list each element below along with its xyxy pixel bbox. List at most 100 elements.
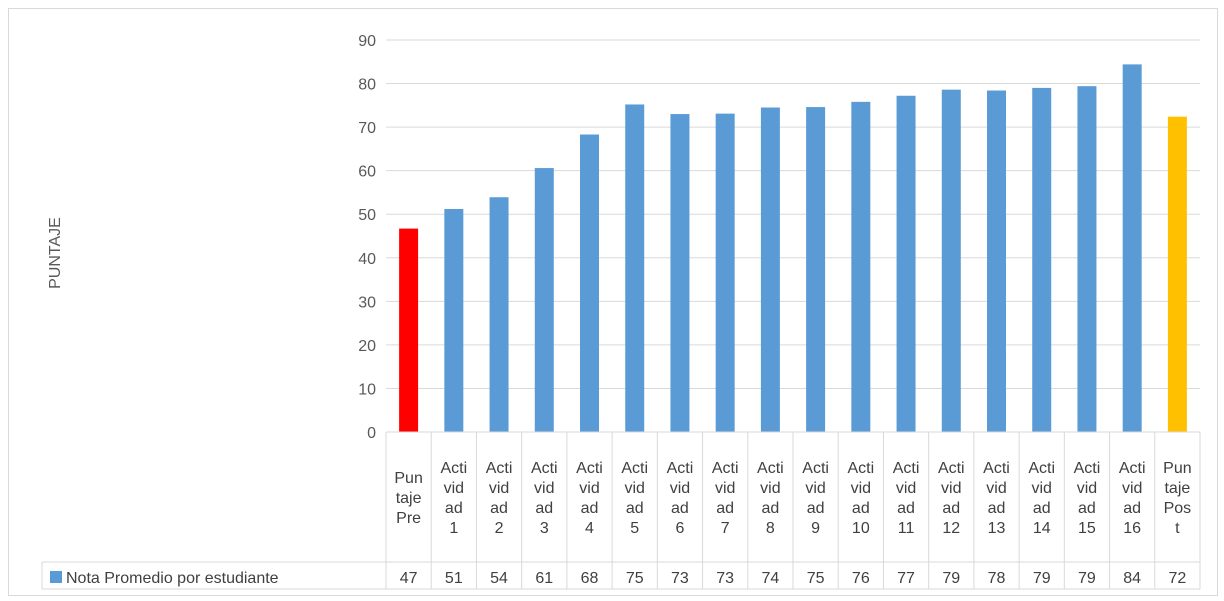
category-label: ad [1033, 500, 1051, 517]
category-label: ad [535, 500, 553, 517]
table-value: 79 [1078, 570, 1096, 587]
bar [1122, 64, 1142, 432]
category-label: ad [988, 500, 1006, 517]
category-label: 15 [1078, 520, 1096, 537]
category-label: 8 [766, 520, 775, 537]
category-label: 16 [1123, 520, 1141, 537]
category-label: vid [760, 480, 780, 497]
category-label: t [1175, 520, 1180, 537]
category-label: 4 [585, 520, 594, 537]
bar [444, 208, 464, 432]
table-value: 77 [897, 570, 915, 587]
category-label: 13 [988, 520, 1006, 537]
category-label: 5 [630, 520, 639, 537]
table-value: 84 [1123, 570, 1141, 587]
table-value: 74 [761, 570, 779, 587]
category-label: 14 [1033, 520, 1051, 537]
bar [987, 90, 1006, 432]
bar [580, 134, 599, 432]
y-tick-label: 80 [358, 77, 376, 94]
bar [1032, 87, 1052, 433]
bar [806, 107, 826, 432]
table-value: 73 [671, 570, 689, 587]
bar [941, 89, 961, 433]
y-tick-label: 20 [358, 338, 376, 355]
bar [670, 114, 690, 433]
category-label: ad [807, 500, 825, 517]
category-label: ad [445, 500, 463, 517]
bar [489, 197, 509, 432]
category-label: Acti [1028, 460, 1055, 477]
category-label: vid [941, 480, 961, 497]
table-value: 78 [988, 570, 1006, 587]
table-value: 79 [942, 570, 960, 587]
y-tick-label: 10 [358, 381, 376, 398]
category-label: Pre [396, 510, 421, 527]
category-label: Acti [440, 460, 467, 477]
y-tick-label: 50 [358, 207, 376, 224]
category-label: taje [396, 490, 422, 507]
table-value: 72 [1168, 570, 1186, 587]
chart-frame: PUNTAJE 0 10 20 30 40 50 60 70 80 90 Pun taje Pre Act… [8, 8, 1218, 596]
category-label: vid [1122, 480, 1142, 497]
category-label: ad [1078, 500, 1096, 517]
bar [760, 107, 780, 432]
category-label: 10 [852, 520, 870, 537]
category-label: ad [852, 500, 870, 517]
table-value: 68 [581, 570, 599, 587]
category-label: vid [670, 480, 690, 497]
category-label: vid [715, 480, 735, 497]
bar [715, 113, 735, 432]
category-label: vid [489, 480, 509, 497]
category-label: Pun [394, 470, 422, 487]
category-label: Acti [531, 460, 558, 477]
table-value: 51 [445, 570, 463, 587]
category-label: Acti [757, 460, 784, 477]
category-label: vid [986, 480, 1006, 497]
table-value: 61 [535, 570, 553, 587]
y-tick-label: 70 [358, 120, 376, 137]
category-label: Acti [1119, 460, 1146, 477]
category-label: 1 [449, 520, 458, 537]
category-label: Acti [1074, 460, 1101, 477]
category-label: 9 [811, 520, 820, 537]
category-label: Pos [1164, 500, 1192, 517]
category-label: 2 [495, 520, 504, 537]
category-label: ad [581, 500, 599, 517]
category-label: ad [897, 500, 915, 517]
category-label: Acti [576, 460, 603, 477]
category-label: Acti [486, 460, 513, 477]
category-label: Acti [621, 460, 648, 477]
category-label: ad [761, 500, 779, 517]
bar [1077, 86, 1097, 433]
category-label: Acti [893, 460, 920, 477]
category-label: 7 [721, 520, 730, 537]
y-tick-label: 40 [358, 251, 376, 268]
table-value: 75 [626, 570, 644, 587]
y-tick-label: 0 [367, 425, 376, 442]
category-label: vid [1077, 480, 1097, 497]
category-label: 3 [540, 520, 549, 537]
category-label: vid [444, 480, 464, 497]
category-label: Pun [1163, 460, 1191, 477]
bar-chart: 0 10 20 30 40 50 60 70 80 90 Pun taje Pre Acti vid ad 1 A… [41, 33, 1201, 590]
legend-series-name: Nota Promedio por estudiante [66, 570, 279, 587]
category-label: Acti [938, 460, 965, 477]
category-label: vid [851, 480, 871, 497]
bar [534, 168, 554, 432]
legend-swatch [50, 571, 62, 583]
category-label: ad [626, 500, 644, 517]
category-label: 12 [942, 520, 960, 537]
category-label: ad [942, 500, 960, 517]
table-value: 75 [807, 570, 825, 587]
table-value: 47 [400, 570, 418, 587]
table-value: 54 [490, 570, 508, 587]
y-tick-label: 60 [358, 164, 376, 181]
category-label: ad [490, 500, 508, 517]
bar [1167, 116, 1187, 432]
category-label: Acti [667, 460, 694, 477]
category-label: ad [1123, 500, 1141, 517]
category-label: vid [1031, 480, 1051, 497]
table-value: 76 [852, 570, 870, 587]
category-label: Acti [847, 460, 874, 477]
